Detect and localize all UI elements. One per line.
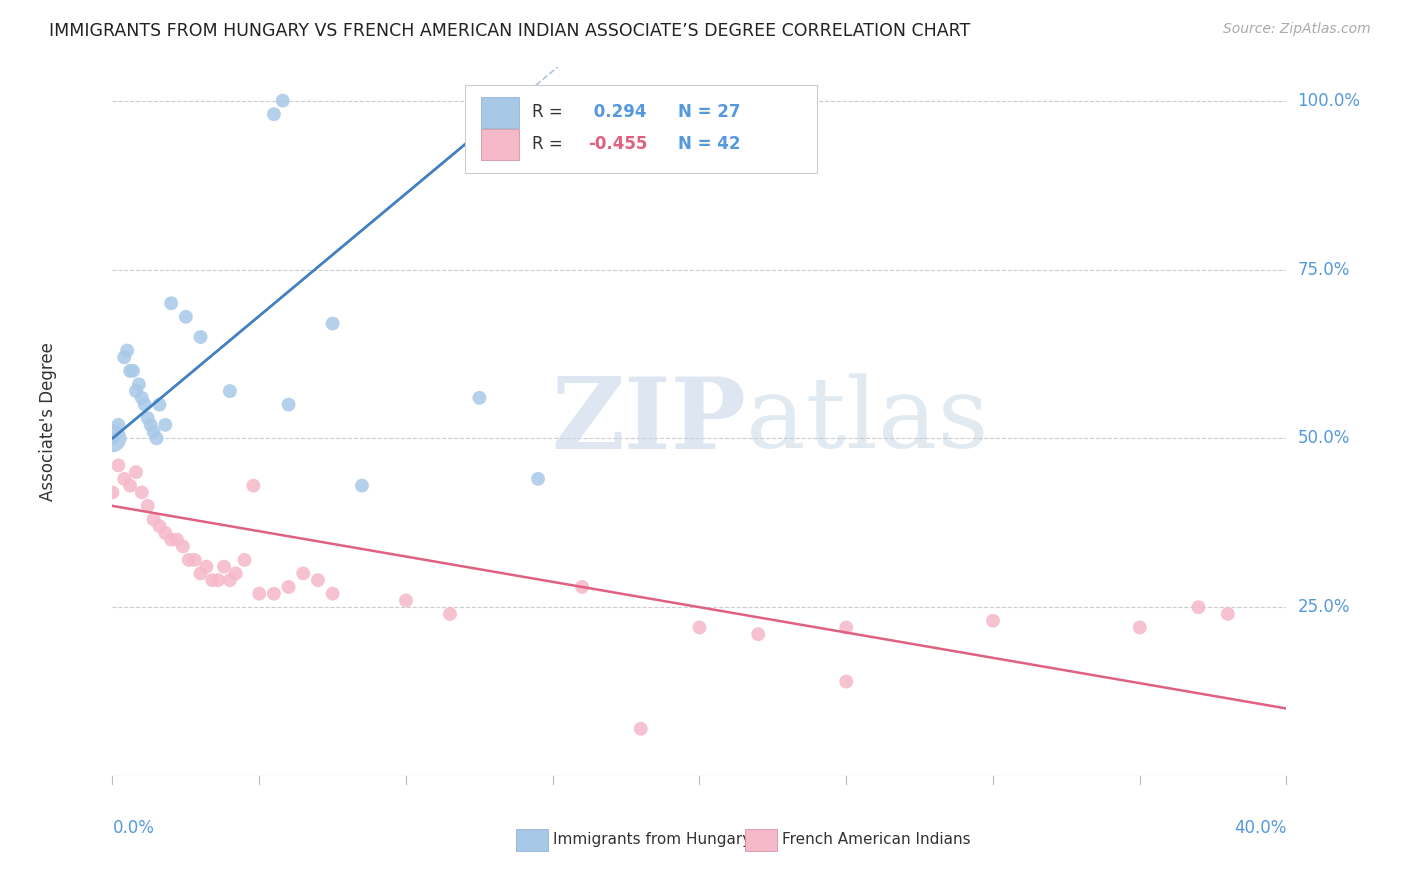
Point	[571, 580, 593, 594]
Point	[155, 525, 177, 540]
Point	[134, 398, 156, 412]
Point	[242, 478, 264, 492]
Point	[1216, 607, 1239, 621]
Point	[115, 343, 138, 358]
Point	[142, 512, 165, 526]
Point	[277, 580, 299, 594]
Point	[322, 587, 344, 601]
Text: Associate's Degree: Associate's Degree	[39, 342, 56, 501]
Point	[139, 417, 162, 432]
Point	[468, 391, 491, 405]
Point	[292, 566, 315, 581]
Point	[101, 485, 124, 500]
Text: 75.0%: 75.0%	[1298, 260, 1350, 278]
Text: Source: ZipAtlas.com: Source: ZipAtlas.com	[1223, 22, 1371, 37]
Point	[1187, 600, 1209, 615]
Point	[277, 398, 299, 412]
Text: N = 27: N = 27	[678, 103, 741, 121]
Point	[122, 364, 145, 378]
FancyBboxPatch shape	[464, 85, 817, 173]
Point	[190, 330, 212, 344]
Point	[263, 587, 285, 601]
Point	[212, 559, 235, 574]
Point	[112, 351, 135, 365]
Point	[322, 317, 344, 331]
Point	[131, 485, 153, 500]
Text: ZIP: ZIP	[551, 373, 747, 470]
Text: 0.0%: 0.0%	[112, 819, 155, 837]
Point	[439, 607, 461, 621]
Point	[1129, 620, 1152, 634]
Point	[112, 472, 135, 486]
Point	[395, 593, 418, 607]
Text: R =: R =	[531, 136, 562, 153]
Text: atlas: atlas	[747, 374, 990, 469]
Point	[125, 465, 148, 479]
FancyBboxPatch shape	[745, 829, 778, 851]
Point	[128, 377, 150, 392]
Point	[177, 553, 200, 567]
Point	[195, 559, 218, 574]
FancyBboxPatch shape	[481, 96, 519, 128]
Point	[172, 540, 194, 554]
Point	[981, 614, 1004, 628]
Point	[131, 391, 153, 405]
FancyBboxPatch shape	[481, 128, 519, 160]
Point	[136, 411, 159, 425]
Point	[160, 296, 183, 310]
Point	[350, 478, 373, 492]
Point	[136, 499, 159, 513]
Text: 50.0%: 50.0%	[1298, 429, 1350, 448]
Point	[527, 472, 550, 486]
Point	[835, 674, 858, 689]
Text: 0.294: 0.294	[588, 103, 647, 121]
Point	[120, 364, 142, 378]
Point	[263, 107, 285, 121]
Point	[219, 573, 242, 587]
Point	[233, 553, 256, 567]
Point	[225, 566, 247, 581]
Text: French American Indians: French American Indians	[782, 832, 970, 847]
Point	[689, 620, 711, 634]
Point	[174, 310, 197, 324]
Point	[183, 553, 205, 567]
Point	[207, 573, 229, 587]
Point	[201, 573, 224, 587]
Text: 40.0%: 40.0%	[1234, 819, 1286, 837]
Text: R =: R =	[531, 103, 562, 121]
Point	[101, 431, 124, 445]
FancyBboxPatch shape	[516, 829, 548, 851]
Point	[630, 722, 652, 736]
Text: IMMIGRANTS FROM HUNGARY VS FRENCH AMERICAN INDIAN ASSOCIATE’S DEGREE CORRELATION: IMMIGRANTS FROM HUNGARY VS FRENCH AMERIC…	[49, 22, 970, 40]
Point	[120, 478, 142, 492]
Point	[125, 384, 148, 398]
Point	[107, 417, 129, 432]
Point	[747, 627, 769, 641]
Point	[155, 417, 177, 432]
Point	[160, 533, 183, 547]
Point	[219, 384, 242, 398]
Text: N = 42: N = 42	[678, 136, 741, 153]
Point	[247, 587, 270, 601]
Point	[142, 425, 165, 439]
Point	[145, 431, 167, 445]
Point	[307, 573, 329, 587]
Point	[190, 566, 212, 581]
Point	[148, 398, 170, 412]
Point	[148, 519, 170, 533]
Text: 100.0%: 100.0%	[1298, 92, 1361, 110]
Point	[835, 620, 858, 634]
Text: Immigrants from Hungary: Immigrants from Hungary	[553, 832, 751, 847]
Point	[101, 431, 124, 445]
Text: 25.0%: 25.0%	[1298, 599, 1350, 616]
Point	[166, 533, 188, 547]
Point	[271, 94, 294, 108]
Point	[107, 458, 129, 473]
Text: -0.455: -0.455	[588, 136, 647, 153]
